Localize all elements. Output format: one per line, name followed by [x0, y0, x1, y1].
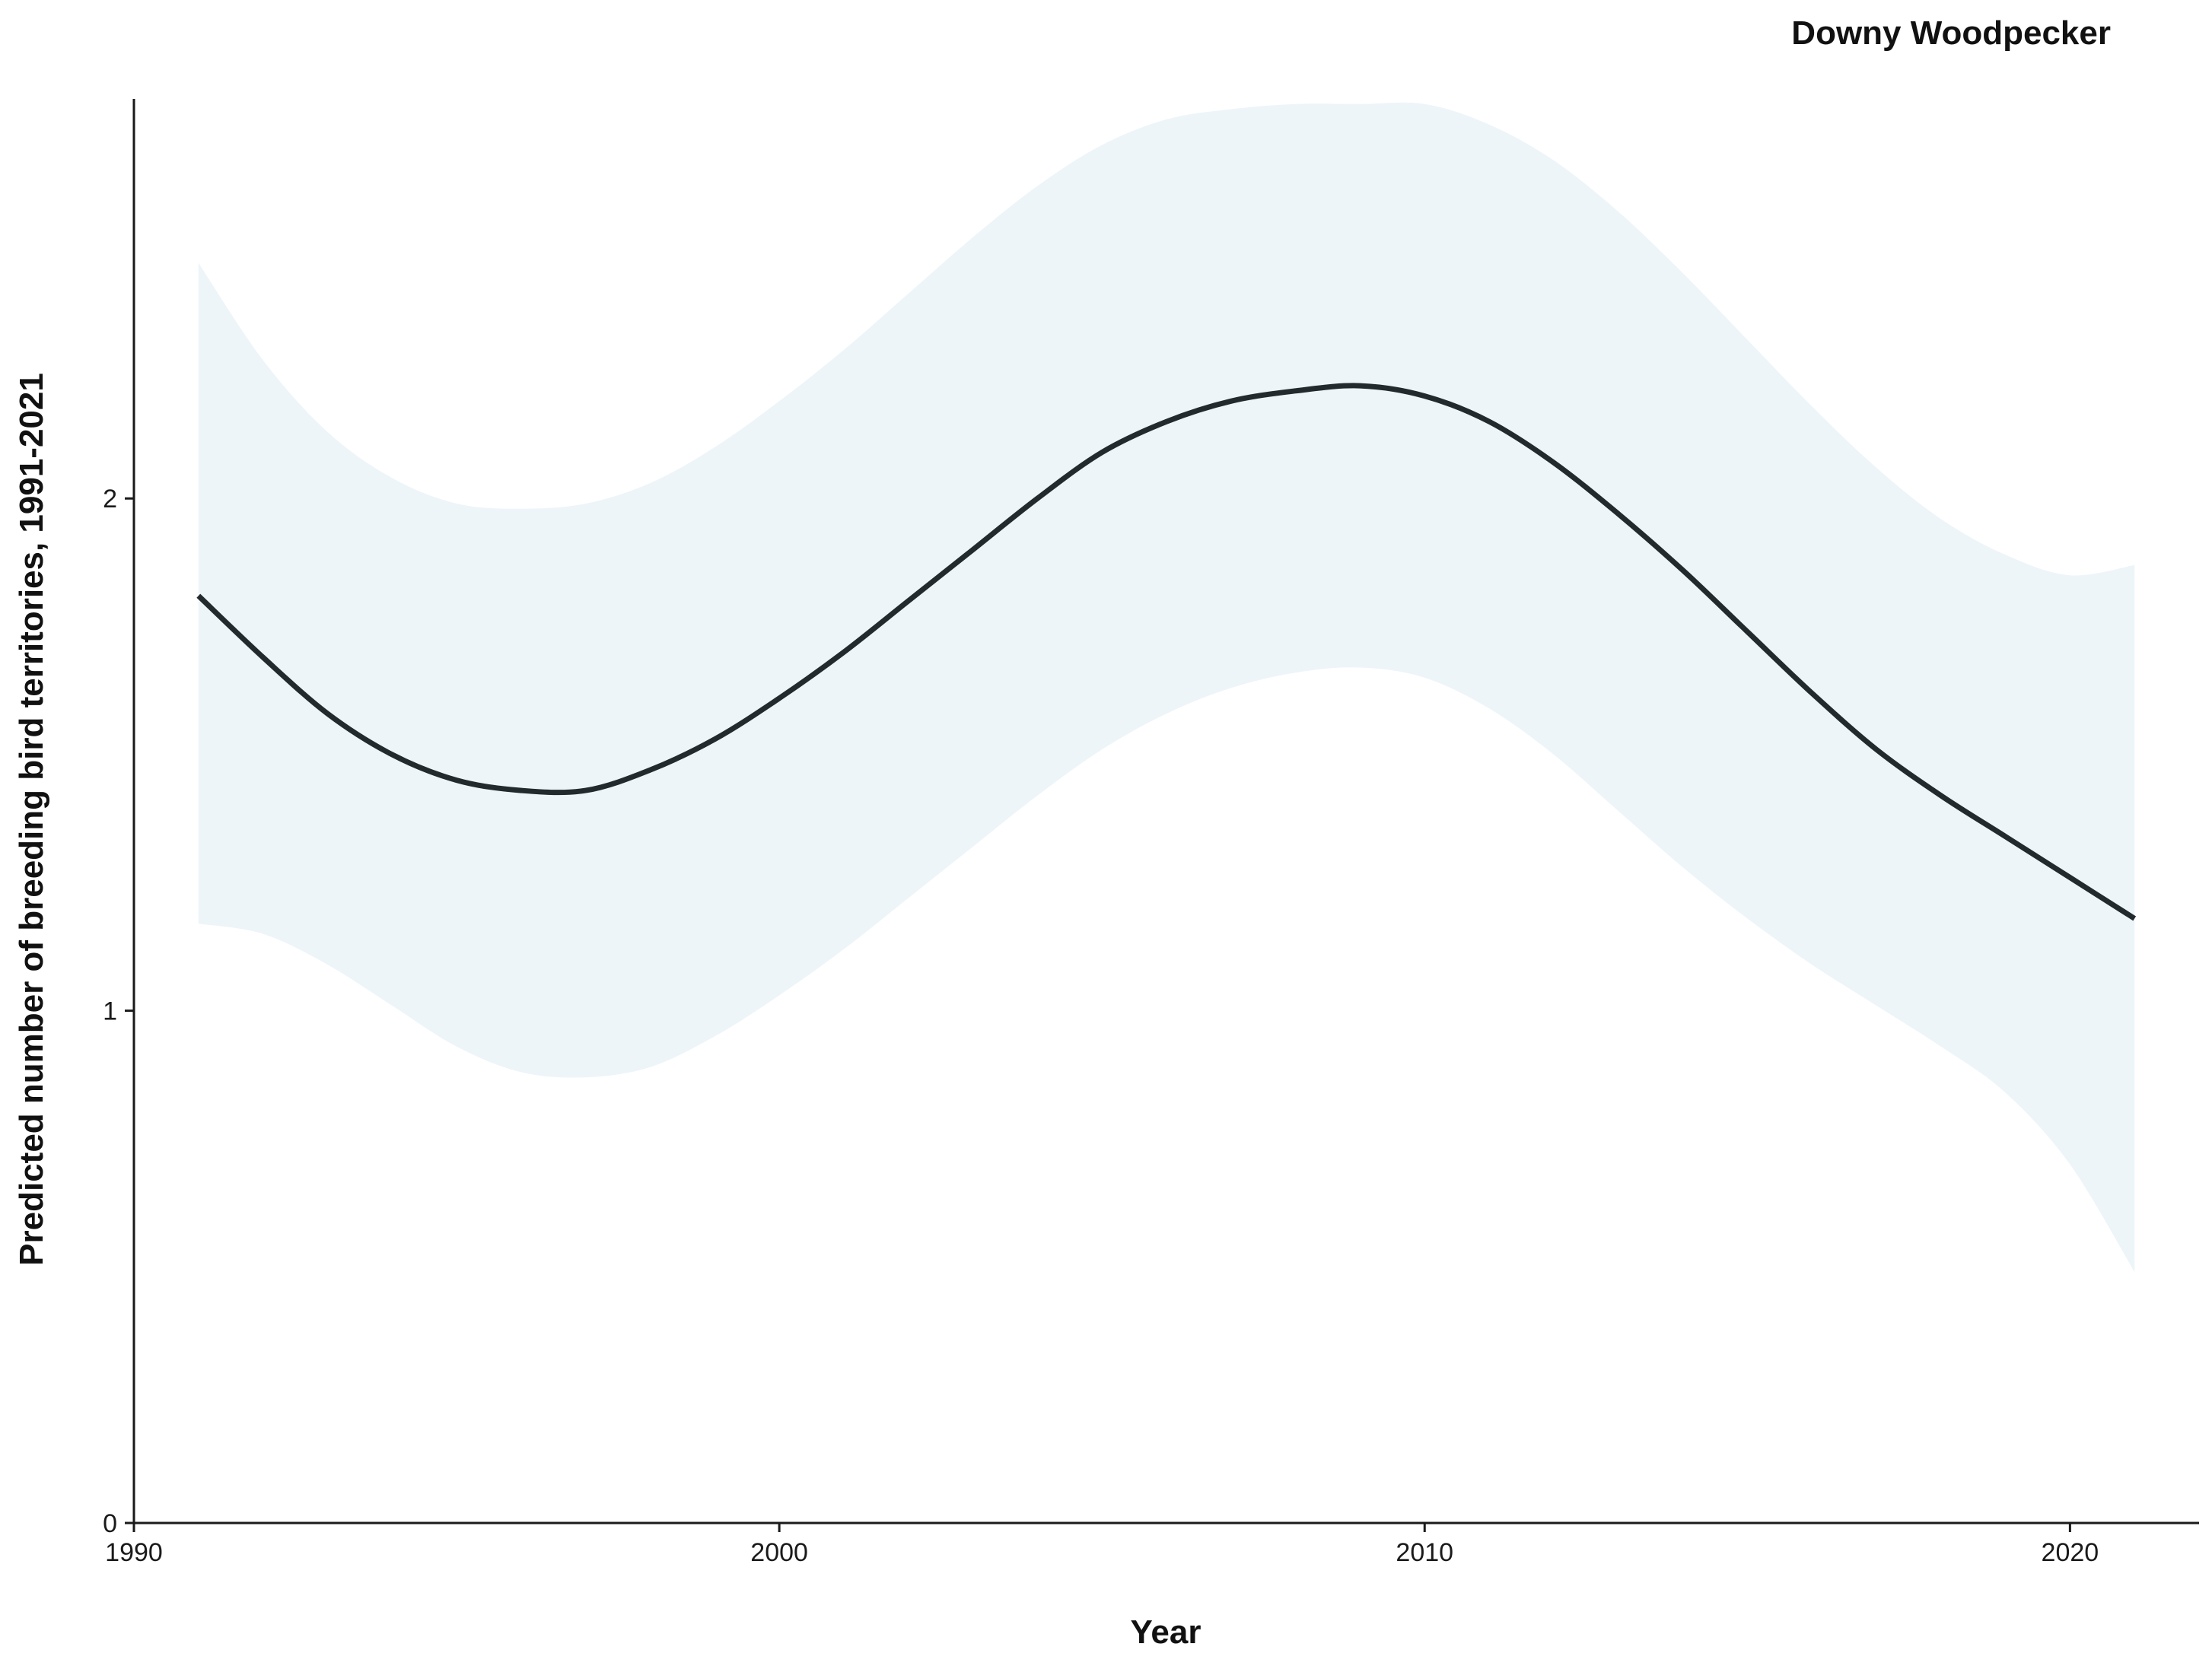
confidence-band — [198, 102, 2135, 1273]
x-tick-label: 1990 — [105, 1538, 163, 1567]
x-axis-title: Year — [1131, 1614, 1201, 1651]
trend-line — [196, 383, 2137, 921]
y-tick-label: 2 — [103, 485, 117, 513]
x-tick-label: 2000 — [750, 1538, 808, 1567]
x-tick-label: 2010 — [1396, 1538, 1453, 1567]
plot-area — [196, 102, 2137, 1273]
y-tick-label: 0 — [103, 1509, 117, 1538]
axes: 1990 2000 2010 2020 0 1 2 — [103, 99, 2199, 1567]
y-tick-label: 1 — [103, 997, 117, 1026]
y-axis-title: Predicted number of breeding bird territ… — [13, 373, 50, 1266]
chart-title: Downy Woodpecker — [1791, 14, 2111, 52]
x-tick-label: 2020 — [2042, 1538, 2099, 1567]
